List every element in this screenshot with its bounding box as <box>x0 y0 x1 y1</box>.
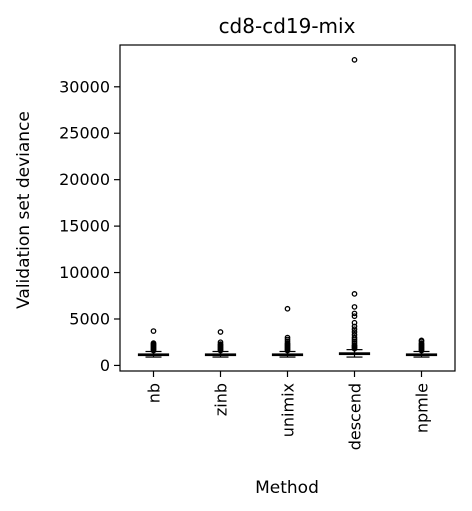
plot-frame <box>119 44 456 372</box>
outlier-point <box>418 337 425 344</box>
outlier-point <box>351 323 358 330</box>
y-tick-label: 5000 <box>69 309 110 328</box>
outlier-point <box>284 305 291 312</box>
outlier-point <box>217 341 224 347</box>
x-axis-label: Method <box>255 478 319 498</box>
y-tick-label: 20000 <box>59 170 110 189</box>
outlier-point <box>351 57 358 63</box>
outlier-point <box>284 336 291 343</box>
outlier-point <box>351 319 358 326</box>
chart-title: cd8-cd19-mix <box>219 14 356 38</box>
outlier-point <box>351 291 358 297</box>
x-tick-label: npmle <box>413 383 432 433</box>
y-tick-label: 30000 <box>59 77 110 96</box>
outlier-point <box>351 313 358 320</box>
y-tick-label: 10000 <box>59 263 110 282</box>
x-tick-label: nb <box>145 383 164 403</box>
outlier-point <box>284 340 291 346</box>
outlier-point <box>284 334 291 341</box>
y-tick-label: 0 <box>100 356 110 375</box>
outlier-point <box>351 334 358 341</box>
x-tick-label: zinb <box>212 383 231 416</box>
y-tick-label: 15000 <box>59 217 110 236</box>
x-tick-label: unimix <box>279 383 298 437</box>
outlier-point <box>351 331 358 338</box>
plot-area: 0 5000 10000 15000 20000 25000 30000 nb zinb unim… <box>59 44 456 450</box>
outlier-point <box>217 329 224 335</box>
y-axis-label: Validation set deviance <box>14 111 34 309</box>
x-tick-label: descend <box>346 383 365 450</box>
outlier-point <box>217 339 224 346</box>
outlier-point <box>351 338 358 345</box>
outlier-point <box>284 338 291 345</box>
outlier-point <box>150 340 157 346</box>
outlier-point <box>351 326 358 333</box>
outlier-point <box>150 328 157 334</box>
outlier-point <box>351 342 358 348</box>
outlier-point <box>351 340 358 346</box>
outlier-point <box>351 329 358 335</box>
outlier-point <box>351 304 358 310</box>
outlier-point <box>351 310 358 317</box>
outlier-point <box>418 340 425 346</box>
y-tick-label: 25000 <box>59 124 110 143</box>
